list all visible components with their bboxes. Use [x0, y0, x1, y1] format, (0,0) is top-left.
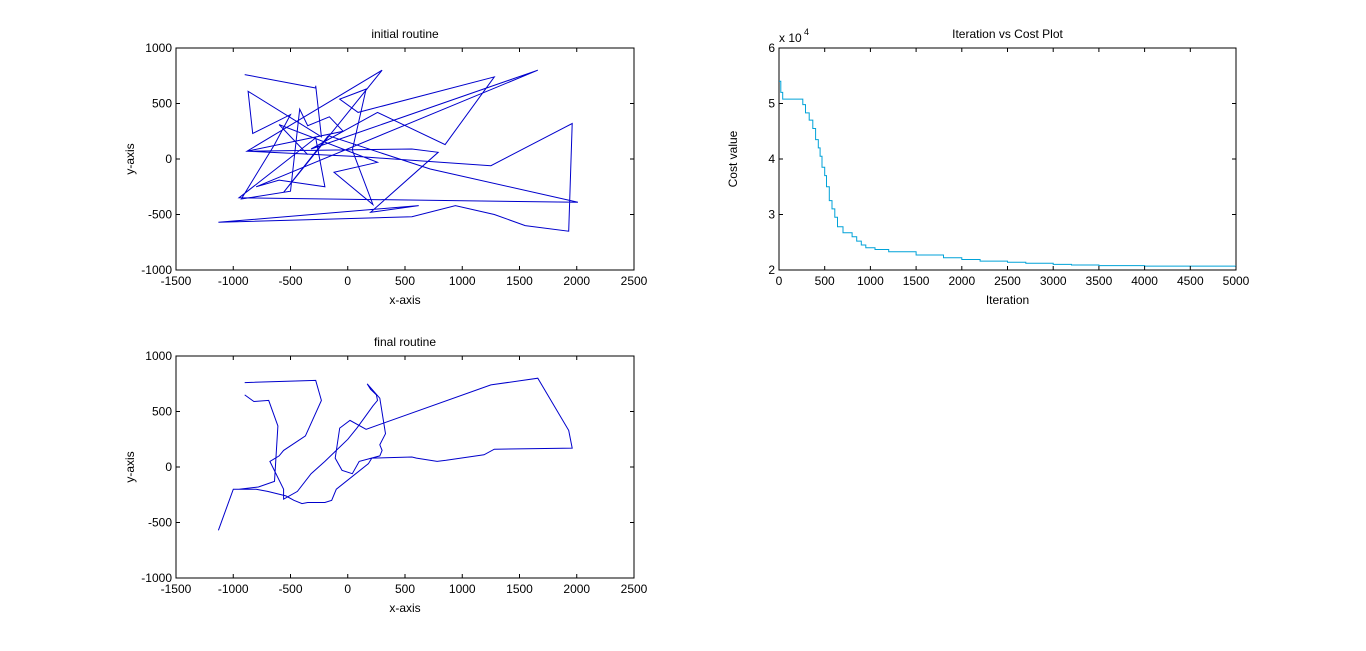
cost-multiplier-exponent: 4	[804, 27, 809, 37]
final-x-tick-label: 500	[395, 582, 415, 596]
cost-y-tick-label: 3	[768, 208, 775, 222]
final-y-tick-label: 500	[152, 405, 172, 419]
final-x-tick-label: -1000	[218, 582, 249, 596]
final-y-tick-label: 1000	[145, 349, 172, 363]
initial-x-tick-label: 500	[395, 274, 415, 288]
final-y-tick-label: 0	[165, 460, 172, 474]
cost-x-tick-label: 3000	[1040, 274, 1067, 288]
cost-x-tick-label: 0	[776, 274, 783, 288]
cost-x-tick-label: 1000	[857, 274, 884, 288]
cost-y-tick-label: 6	[768, 41, 775, 55]
cost-y-label: Cost value	[726, 130, 740, 187]
cost-multiplier-label: x 10	[779, 31, 802, 45]
final-y-tick-label: -1000	[141, 571, 172, 585]
cost-series-line	[779, 80, 1236, 267]
final-title: final routine	[374, 335, 436, 349]
initial-x-label: x-axis	[389, 293, 420, 307]
final-x-tick-label: 2000	[563, 582, 590, 596]
initial-y-tick-label: 0	[165, 152, 172, 166]
initial-series-line	[218, 69, 579, 232]
initial-axes-box	[175, 47, 635, 271]
final-series-line	[217, 377, 573, 531]
initial-y-tick-label: -500	[148, 208, 172, 222]
initial-title: initial routine	[371, 27, 439, 41]
final-x-tick-label: 2500	[621, 582, 648, 596]
initial-y-tick-label: -1000	[141, 263, 172, 277]
final-y-label: y-axis	[123, 451, 137, 482]
final-axes-box	[175, 355, 635, 579]
initial-x-tick-label: -500	[278, 274, 302, 288]
cost-y-tick-label: 5	[768, 97, 775, 111]
final-x-tick-label: 0	[344, 582, 351, 596]
final-x-label: x-axis	[389, 601, 420, 615]
final-x-tick-label: 1000	[449, 582, 476, 596]
cost-title: Iteration vs Cost Plot	[952, 27, 1063, 41]
final-y-tick-label: -500	[148, 516, 172, 530]
final-chart: -1500 -1000 -500 0 500 1000 1500 2000 2500-1000-…	[123, 335, 648, 615]
final-x-tick-label: 1500	[506, 582, 533, 596]
cost-y-tick-label: 2	[768, 263, 775, 277]
cost-axes-box	[778, 47, 1237, 271]
initial-y-tick-label: 1000	[145, 41, 172, 55]
final-x-tick-label: -1500	[161, 582, 192, 596]
cost-x-tick-label: 3500	[1086, 274, 1113, 288]
initial-x-tick-label: 2000	[563, 274, 590, 288]
initial-x-tick-label: -1000	[218, 274, 249, 288]
initial-x-tick-label: 2500	[621, 274, 648, 288]
cost-x-tick-label: 4500	[1177, 274, 1204, 288]
initial-x-tick-label: 1500	[506, 274, 533, 288]
cost-y-tick-label: 4	[768, 152, 775, 166]
cost-x-tick-label: 2000	[948, 274, 975, 288]
cost-x-tick-label: 4000	[1131, 274, 1158, 288]
initial-x-tick-label: 1000	[449, 274, 476, 288]
cost-x-tick-label: 1500	[903, 274, 930, 288]
initial-y-tick-label: 500	[152, 97, 172, 111]
cost-x-tick-label: 2500	[994, 274, 1021, 288]
initial-x-tick-label: -1500	[161, 274, 192, 288]
cost-x-label: Iteration	[986, 293, 1029, 307]
cost-chart: 0 500 1000 1500 2000 2500 3000 3500 4000 4500 5000…	[726, 27, 1250, 307]
initial-y-label: y-axis	[123, 143, 137, 174]
cost-x-tick-label: 500	[815, 274, 835, 288]
initial-x-tick-label: 0	[344, 274, 351, 288]
initial-chart: -1500 -1000 -500 0 500 1000 1500 2000 2500-1000-…	[123, 27, 648, 307]
cost-x-tick-label: 5000	[1223, 274, 1250, 288]
final-x-tick-label: -500	[278, 582, 302, 596]
